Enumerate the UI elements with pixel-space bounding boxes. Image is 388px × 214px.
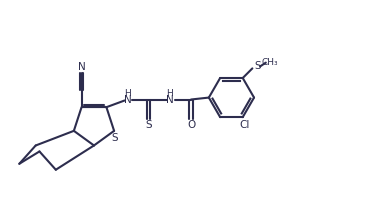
Text: O: O (187, 120, 195, 130)
Text: Cl: Cl (239, 120, 250, 130)
Text: CH₃: CH₃ (262, 58, 278, 67)
Text: N: N (124, 95, 132, 104)
Text: N: N (166, 95, 174, 104)
Text: S: S (112, 133, 118, 143)
Text: N: N (78, 62, 85, 72)
Text: H: H (124, 89, 131, 98)
Text: S: S (255, 61, 261, 71)
Text: H: H (166, 89, 173, 98)
Text: S: S (146, 120, 152, 130)
